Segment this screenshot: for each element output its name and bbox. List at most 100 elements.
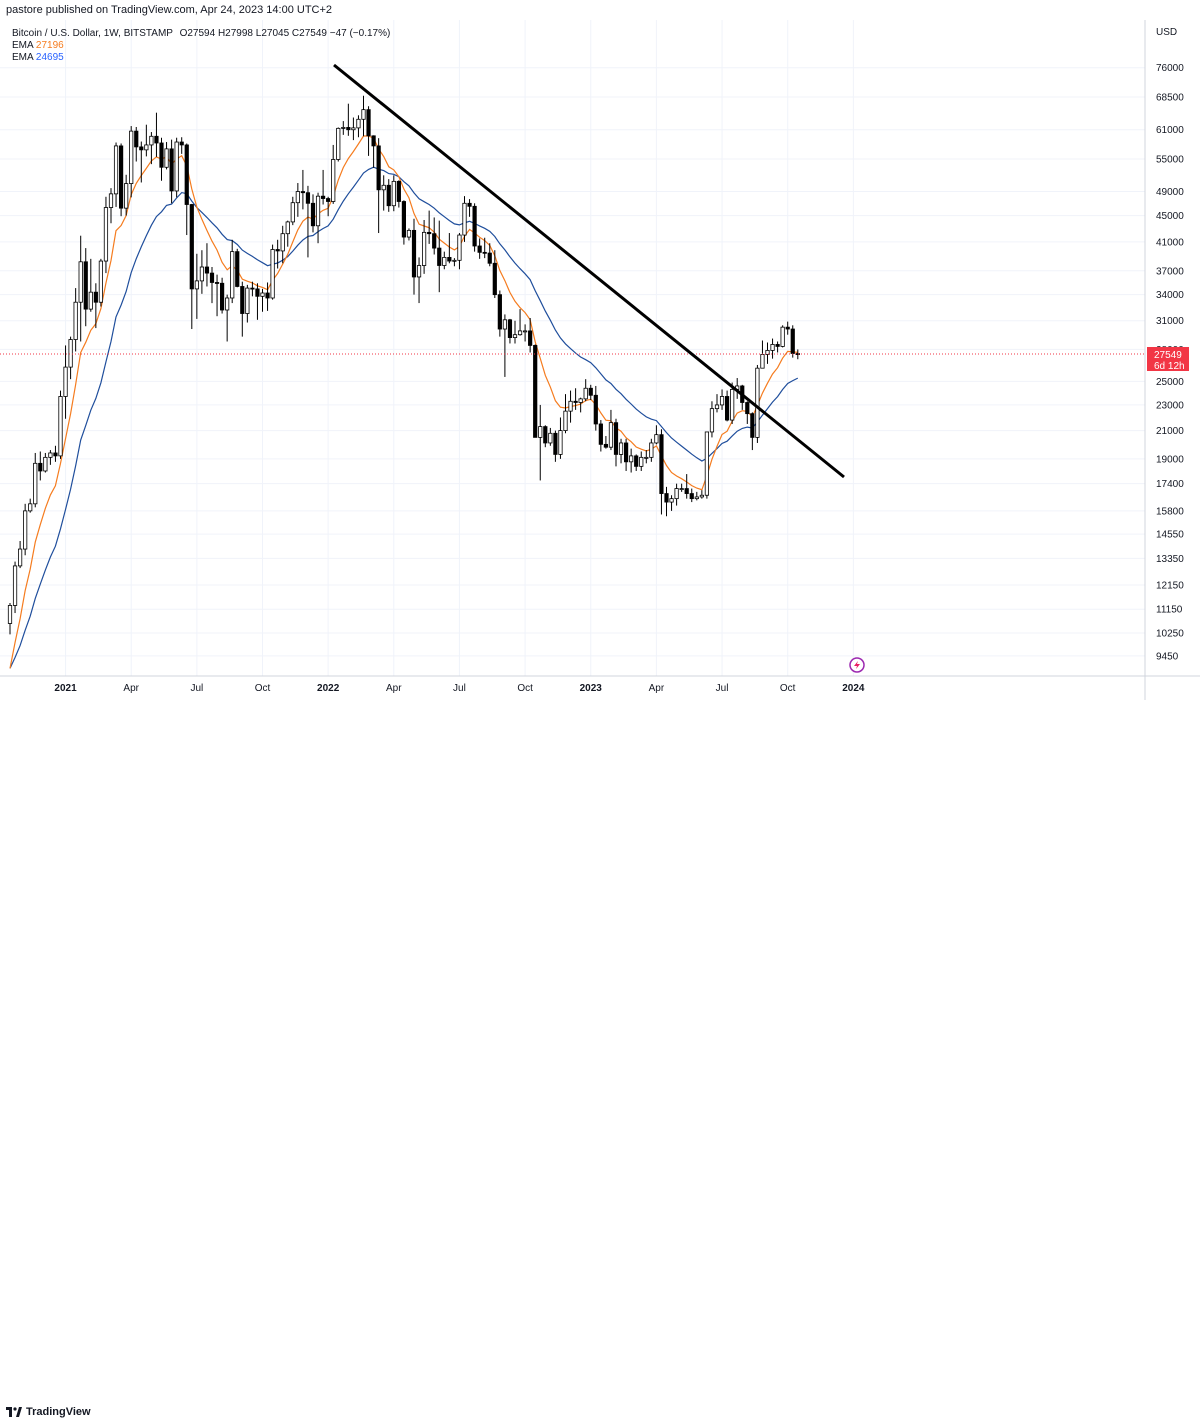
candle	[391, 175, 396, 212]
candle-body	[245, 287, 250, 314]
candle-body	[270, 249, 275, 299]
trendline[interactable]	[333, 63, 845, 479]
candle	[285, 220, 290, 247]
candle-body	[523, 330, 528, 333]
candle-body	[654, 434, 659, 444]
candle-body	[528, 330, 533, 346]
price-axis[interactable]: 76000 68500 61000 55000 49000 45000 41000 37000…	[1156, 63, 1184, 662]
candle	[245, 284, 250, 323]
candle	[310, 194, 316, 233]
candle-body	[684, 488, 689, 494]
candle	[507, 318, 513, 344]
candle-body	[7, 605, 13, 624]
candle	[366, 106, 371, 156]
candle	[381, 175, 386, 211]
time-axis[interactable]: 2021 Apr Jul Oct 2022 Apr Jul Oct 2023 Apr Jul Oct 2…	[54, 683, 864, 694]
candle	[7, 602, 13, 635]
candle	[699, 490, 704, 499]
candle-body	[780, 326, 785, 347]
ema-slow-line	[9, 166, 799, 669]
candle	[98, 258, 103, 307]
candle-body	[179, 141, 184, 146]
candle-body	[507, 319, 513, 338]
candle-body	[765, 350, 770, 355]
candle-body	[790, 328, 795, 354]
price-tick-label: 61000	[1156, 125, 1184, 136]
candle-body	[386, 184, 391, 207]
candle	[326, 196, 331, 217]
tradingview-logo[interactable]: TradingView	[6, 1406, 91, 1418]
candle-body	[618, 442, 624, 455]
candle	[194, 253, 199, 319]
time-tick-label: 2021	[54, 683, 77, 694]
candle-body	[659, 434, 664, 494]
candle	[538, 404, 543, 481]
publisher-line: pastore published on TradingView.com, Ap…	[6, 4, 333, 16]
candle	[432, 217, 437, 255]
candle-body	[477, 245, 482, 253]
candle	[38, 451, 43, 481]
candle-body	[275, 249, 280, 252]
candle-body	[23, 510, 28, 550]
candle-body	[68, 339, 73, 368]
candle	[719, 389, 725, 410]
candle-body	[159, 142, 164, 168]
candle-body	[290, 202, 295, 223]
candle-body	[719, 396, 725, 406]
ema-slow-value: 24695	[35, 52, 64, 63]
candle	[528, 317, 533, 353]
tradingview-brand: TradingView	[26, 1406, 91, 1418]
candle-body	[442, 256, 447, 266]
candle-body	[33, 462, 38, 505]
candle-body	[305, 192, 311, 204]
candle	[134, 126, 139, 162]
price-chart[interactable]: 76000 68500 61000 55000 49000 45000 41000 37000…	[0, 0, 1200, 700]
ohlc-change: −47 (−0.17%)	[329, 28, 391, 39]
candle-body	[199, 266, 204, 282]
last-price-label: 27549 6d 12h	[1147, 347, 1189, 372]
candle	[775, 341, 780, 353]
candle	[376, 138, 381, 234]
candle-body	[295, 191, 300, 204]
candle-body	[336, 127, 341, 160]
candle	[43, 452, 48, 473]
candle-body	[326, 198, 331, 202]
candle	[421, 219, 427, 274]
candle-body	[401, 201, 407, 238]
candle	[770, 338, 775, 359]
candle	[573, 388, 578, 410]
candle-body	[351, 127, 356, 131]
candle	[33, 452, 38, 508]
candle-body	[63, 366, 68, 397]
candle-body	[497, 294, 502, 330]
lightning-icon[interactable]	[849, 657, 865, 673]
price-tick-label: 49000	[1156, 187, 1184, 198]
candle-body	[53, 452, 58, 457]
candle-body	[679, 488, 684, 490]
candle-body	[285, 221, 290, 235]
candle	[427, 210, 432, 244]
candle-body	[154, 135, 159, 144]
price-tick-label: 19000	[1156, 454, 1184, 465]
candle-body	[730, 389, 735, 421]
candle	[558, 417, 563, 459]
candle-body	[73, 301, 78, 340]
candle-body	[225, 297, 230, 311]
candle	[235, 248, 240, 288]
candle	[331, 144, 336, 204]
candle	[219, 277, 225, 314]
candle-body	[164, 148, 169, 168]
candle	[371, 135, 376, 168]
time-tick-label: Apr	[649, 683, 665, 694]
candle	[704, 431, 710, 499]
candle	[593, 385, 598, 431]
candle	[295, 183, 300, 217]
candle	[17, 540, 23, 569]
candle-body	[427, 231, 432, 235]
candle	[745, 401, 750, 424]
ohlc-open: O27594	[179, 28, 216, 39]
candle-body	[255, 288, 260, 297]
candle	[462, 196, 467, 242]
candle	[578, 397, 583, 413]
candle	[406, 228, 412, 241]
